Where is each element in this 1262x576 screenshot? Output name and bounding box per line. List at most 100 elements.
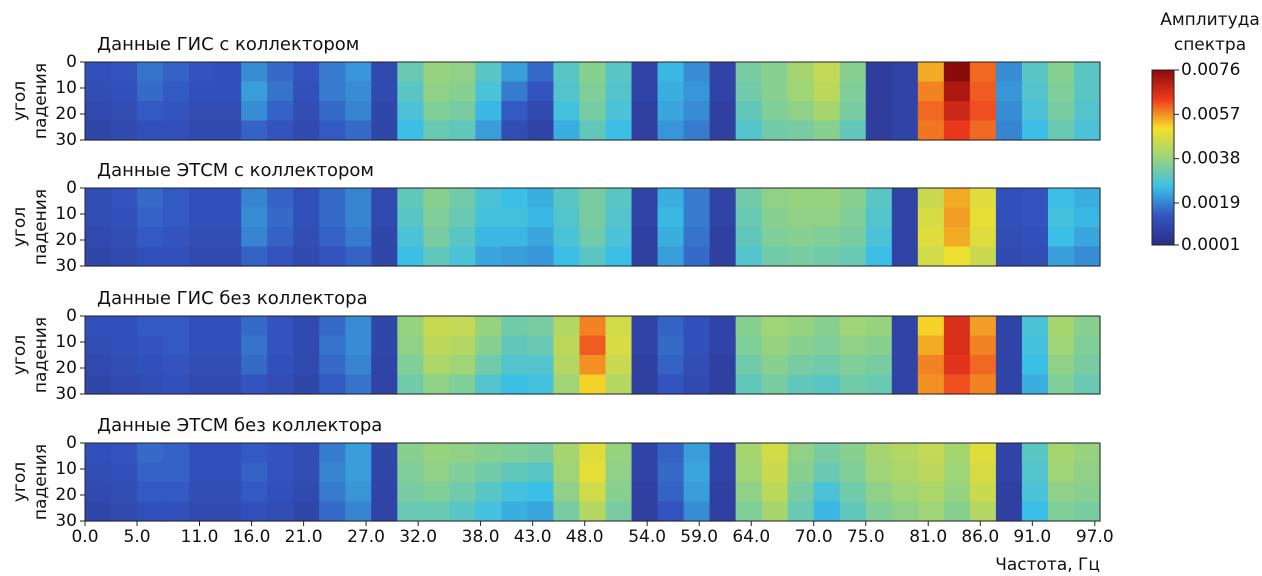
heatmap-cell <box>371 501 398 522</box>
heatmap-cell <box>449 501 476 522</box>
heatmap-cell <box>995 482 1023 503</box>
heatmap-cell <box>345 207 372 228</box>
heatmap-cell <box>319 120 346 141</box>
heatmap-cell <box>111 188 138 209</box>
heatmap-cell <box>553 246 581 267</box>
heatmap-cell <box>111 355 138 376</box>
heatmap-cell <box>241 501 268 522</box>
x-tick-label: 32.0 <box>399 527 437 547</box>
heatmap-cell <box>891 501 919 522</box>
heatmap-cell <box>163 501 190 522</box>
heatmap-cell <box>865 482 893 503</box>
heatmap-cell <box>579 462 607 483</box>
colorbar <box>1151 69 1175 246</box>
heatmap-cell <box>449 81 476 102</box>
heatmap-cell <box>397 120 424 141</box>
heatmap-cell <box>215 101 242 122</box>
heatmap-cell <box>553 443 581 464</box>
heatmap-cell <box>579 335 607 356</box>
heatmap-cell <box>631 101 659 122</box>
heatmap-cell <box>657 501 685 522</box>
heatmap-cell <box>943 101 971 122</box>
heatmap-cell <box>631 355 659 376</box>
heatmap-cell <box>787 62 815 83</box>
heatmap-cell <box>631 62 659 83</box>
heatmap-cell <box>241 188 268 209</box>
heatmap-cell <box>709 501 737 522</box>
y-tick-label: 20 <box>55 485 77 505</box>
heatmap-cell <box>683 120 711 141</box>
heatmap-cell <box>995 246 1023 267</box>
heatmap-cell <box>761 120 789 141</box>
heatmap-cell <box>969 207 997 228</box>
heatmap-cell <box>345 355 372 376</box>
heatmap-cell <box>189 335 216 356</box>
heatmap-cell <box>605 120 633 141</box>
heatmap-cell <box>631 81 659 102</box>
panel-title: Данные ЭТСМ с коллектором <box>97 160 374 181</box>
heatmap-cell <box>449 207 476 228</box>
heatmap-cell <box>293 355 320 376</box>
heatmap-cell <box>475 246 503 267</box>
heatmap-cell <box>657 482 685 503</box>
heatmap-cell <box>241 207 268 228</box>
x-tick-label: 21.0 <box>285 527 323 547</box>
heatmap-cell <box>787 482 815 503</box>
heatmap-cell <box>839 81 867 102</box>
heatmap-cell <box>735 482 763 503</box>
heatmap-cell <box>865 227 893 248</box>
heatmap-cell <box>865 462 893 483</box>
heatmap-cell <box>267 207 294 228</box>
heatmap-cell <box>527 207 555 228</box>
heatmap-cell <box>475 443 503 464</box>
heatmap-cell <box>527 374 555 395</box>
heatmap-cell <box>85 120 112 141</box>
heatmap-cell <box>527 101 555 122</box>
heatmap-cell <box>449 227 476 248</box>
heatmap-cell <box>137 207 164 228</box>
heatmap-cell <box>813 501 841 522</box>
heatmap-cell <box>267 501 294 522</box>
heatmap-cell <box>293 374 320 395</box>
x-tick-label: 86.0 <box>961 527 999 547</box>
heatmap-cell <box>813 81 841 102</box>
heatmap-cell <box>501 482 529 503</box>
heatmap-cell <box>1021 335 1049 356</box>
heatmap-cell <box>891 188 919 209</box>
heatmap-cell <box>111 207 138 228</box>
heatmap-cell <box>527 462 555 483</box>
heatmap-cell <box>319 81 346 102</box>
heatmap-cell <box>839 482 867 503</box>
heatmap-cell <box>293 188 320 209</box>
heatmap-cell <box>241 227 268 248</box>
heatmap-cell <box>1073 62 1101 83</box>
heatmap-cell <box>319 246 346 267</box>
heatmap-cell <box>553 355 581 376</box>
heatmap-cell <box>163 355 190 376</box>
y-tick-label: 10 <box>55 204 77 224</box>
heatmap-cell <box>241 81 268 102</box>
heatmap-cells <box>85 62 1101 141</box>
heatmap-cell <box>189 443 216 464</box>
heatmap-cell <box>137 227 164 248</box>
heatmap-cell <box>891 462 919 483</box>
heatmap-cell <box>371 227 398 248</box>
heatmap-cell <box>579 501 607 522</box>
heatmap-cell <box>735 355 763 376</box>
heatmap-cell <box>865 188 893 209</box>
heatmap-cell <box>917 462 945 483</box>
heatmap-cell <box>969 501 997 522</box>
heatmap-cell <box>1047 120 1075 141</box>
heatmap-cell <box>241 443 268 464</box>
colorbar-tick-label: 0.0057 <box>1181 104 1240 124</box>
x-tick-label: 97.0 <box>1076 527 1114 547</box>
heatmap-cell <box>657 227 685 248</box>
heatmap-cell <box>865 443 893 464</box>
heatmap-cell <box>1047 462 1075 483</box>
heatmap-cell <box>969 227 997 248</box>
heatmap-cell <box>215 355 242 376</box>
heatmap-cell <box>1073 443 1101 464</box>
heatmap-cell <box>189 374 216 395</box>
heatmap-cell <box>475 335 503 356</box>
heatmap-cell <box>189 227 216 248</box>
